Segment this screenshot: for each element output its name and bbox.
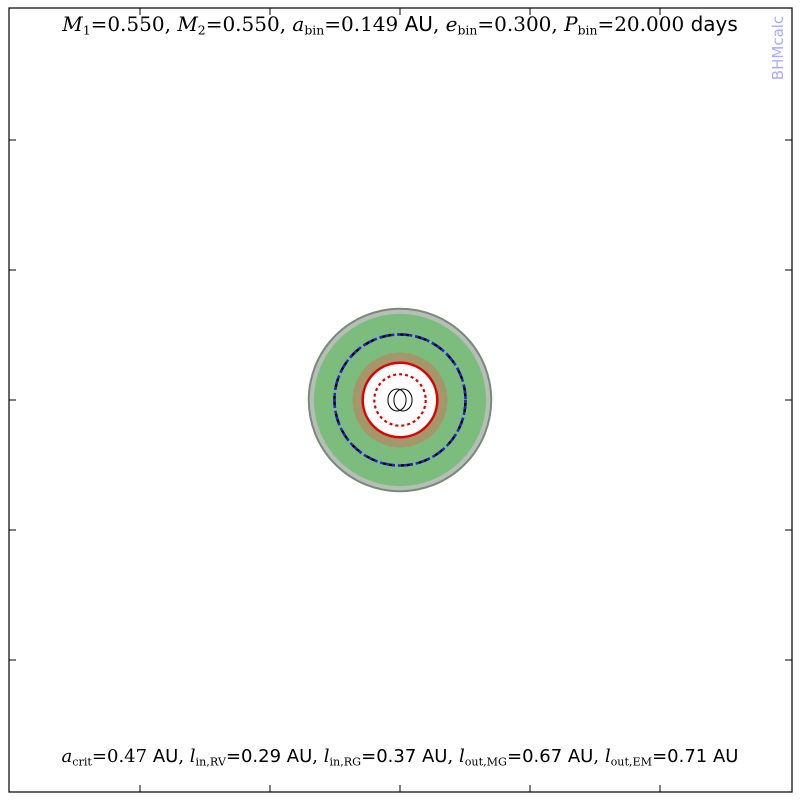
lin-rv-sub: in,RV: [195, 755, 226, 769]
lin-rg-sub: in,RG: [329, 755, 362, 769]
acrit-sub: crit: [72, 755, 92, 769]
acrit-unit: AU: [152, 746, 179, 767]
orbit-primary: [387, 388, 407, 412]
m2-symbol: M: [177, 12, 198, 36]
inner-dotted-circle: [373, 373, 427, 427]
acrit-value: =0.47: [91, 746, 148, 767]
abin-value: =0.149: [324, 12, 399, 36]
m2-sub: 2: [197, 22, 206, 38]
ebin-sub: bin: [457, 22, 478, 38]
abin-sub: bin: [304, 22, 325, 38]
limits-footer: acrit=0.47 AU, lin,RV=0.29 AU, lin,RG=0.…: [61, 746, 739, 769]
lout-mg-symbol: l: [458, 746, 465, 767]
lin-rg-symbol: l: [323, 746, 330, 767]
ebin-symbol: e: [445, 12, 458, 36]
orbit-secondary: [393, 388, 413, 412]
lout-em-sub: out,EM: [610, 755, 653, 769]
lout-em-value: =0.71 AU: [652, 746, 739, 767]
lout-mg-sub: out,MG: [464, 755, 507, 769]
lin-rv-symbol: l: [189, 746, 196, 767]
lout-mg-value: =0.67 AU: [506, 746, 594, 767]
m1-value: =0.550: [90, 12, 165, 36]
pbin-symbol: P: [564, 12, 578, 36]
lin-rg-value: =0.37 AU: [361, 746, 448, 767]
m2-value: =0.550: [205, 12, 280, 36]
m1-sub: 1: [82, 22, 91, 38]
acrit-symbol: a: [61, 746, 73, 767]
pbin-value: =20.000: [597, 12, 685, 36]
abin-unit: AU: [404, 12, 433, 36]
lout-em-symbol: l: [604, 746, 611, 767]
watermark-label: BHMcalc: [769, 15, 787, 81]
abin-symbol: a: [292, 12, 305, 36]
axis-ticks: [9, 8, 792, 792]
pbin-unit: days: [690, 12, 738, 36]
m1-symbol: M: [62, 12, 83, 36]
dashed-boundary-blue: [333, 333, 467, 467]
parameters-title: M1=0.550, M2=0.550, abin=0.149 AU, ebin=…: [62, 12, 738, 38]
pbin-sub: bin: [577, 22, 598, 38]
zones-group: [307, 307, 493, 493]
ebin-value: =0.300: [477, 12, 552, 36]
lin-rv-value: =0.29 AU: [225, 746, 313, 767]
